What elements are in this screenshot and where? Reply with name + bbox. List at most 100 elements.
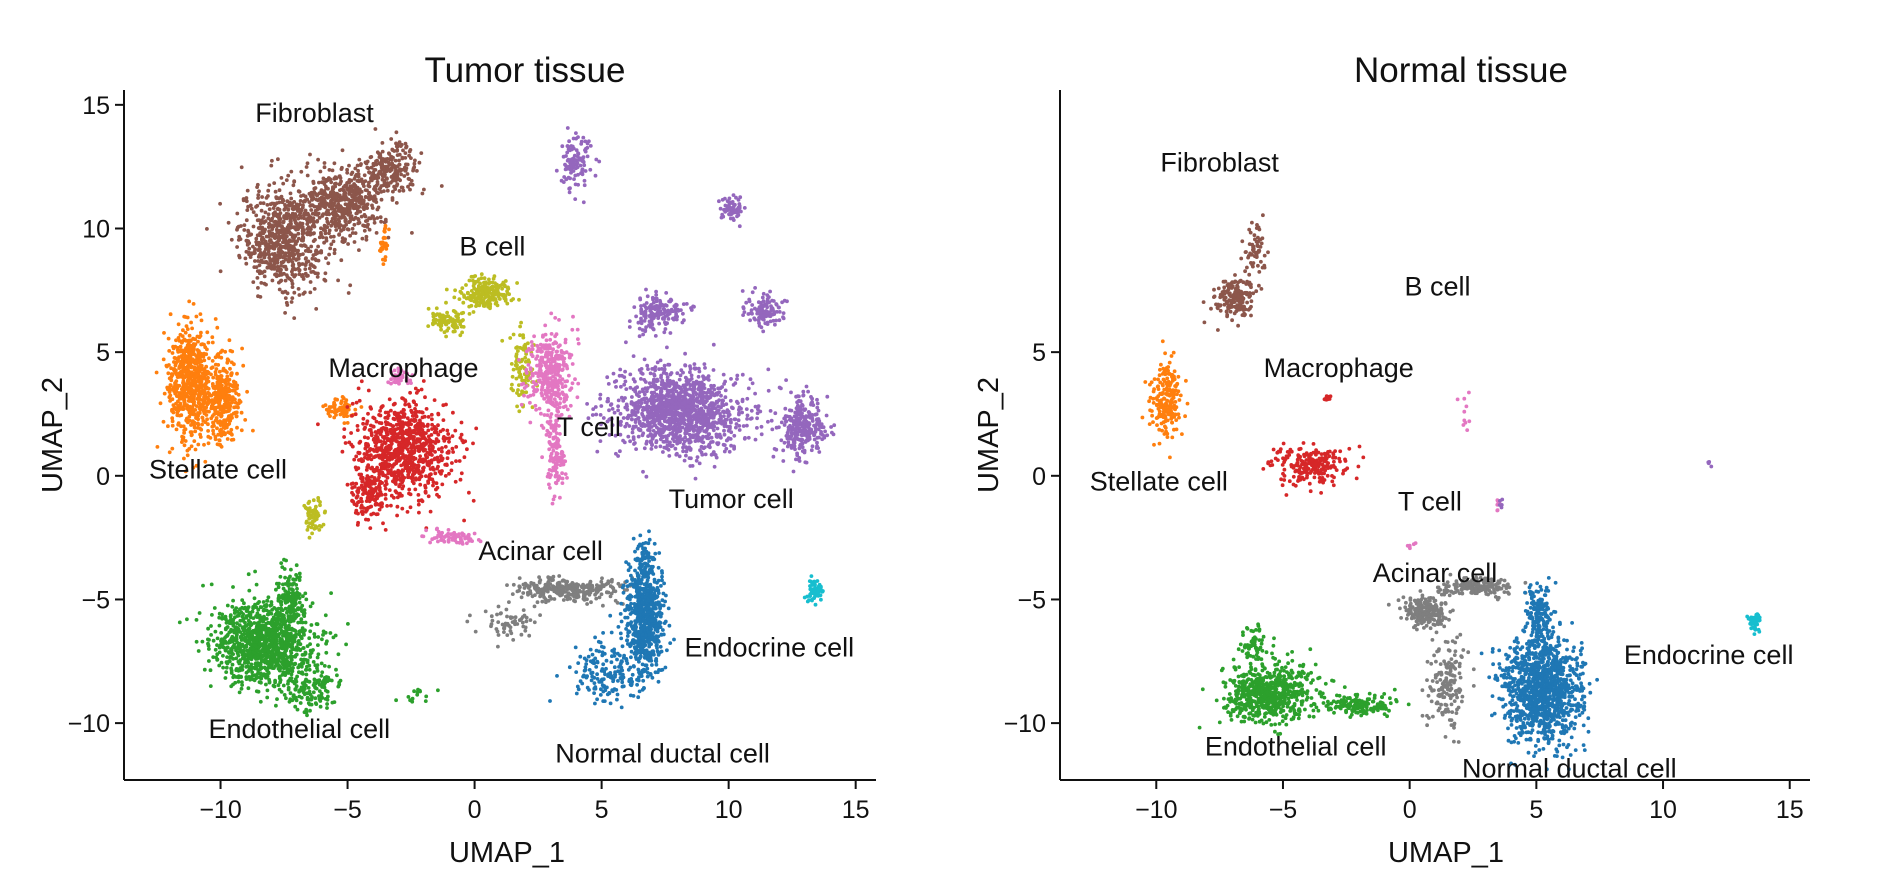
point-macrophage bbox=[449, 468, 454, 473]
point-t-cell bbox=[551, 497, 556, 502]
point-macrophage bbox=[410, 435, 415, 439]
point-fibroblast bbox=[319, 230, 323, 235]
point-macrophage bbox=[379, 455, 383, 460]
point-fibroblast bbox=[266, 234, 271, 239]
point-b-cell bbox=[457, 297, 462, 301]
point-t-cell bbox=[564, 364, 569, 369]
point-fibroblast bbox=[276, 266, 281, 270]
point-stellate-cell bbox=[215, 426, 219, 431]
point-fibroblast bbox=[290, 211, 295, 216]
x-tick-label: 10 bbox=[715, 796, 743, 824]
point-macrophage bbox=[431, 467, 436, 472]
point-fibroblast bbox=[357, 248, 361, 253]
point-macrophage bbox=[387, 438, 392, 442]
point-t-cell bbox=[549, 311, 554, 316]
point-fibroblast bbox=[283, 296, 288, 300]
point-t-cell bbox=[552, 359, 557, 364]
point-fibroblast bbox=[286, 173, 291, 178]
point-stellate-cell bbox=[188, 381, 192, 386]
point-fibroblast bbox=[322, 196, 326, 201]
point-stellate-cell bbox=[383, 236, 388, 240]
point-macrophage bbox=[430, 439, 435, 444]
point-macrophage bbox=[387, 397, 392, 402]
point-macrophage bbox=[416, 421, 420, 426]
point-macrophage bbox=[356, 511, 360, 516]
point-b-cell bbox=[453, 288, 457, 293]
point-b-cell bbox=[523, 345, 528, 350]
point-t-cell bbox=[452, 534, 457, 539]
point-stellate-cell bbox=[220, 348, 225, 353]
point-stellate-cell bbox=[170, 373, 175, 378]
point-macrophage bbox=[378, 413, 383, 418]
point-macrophage bbox=[429, 412, 434, 417]
point-macrophage bbox=[428, 509, 433, 514]
point-fibroblast bbox=[348, 233, 352, 238]
point-stellate-cell bbox=[343, 400, 348, 405]
point-stellate-cell bbox=[380, 245, 385, 250]
point-fibroblast bbox=[417, 160, 422, 165]
point-macrophage bbox=[406, 402, 411, 407]
point-fibroblast bbox=[374, 162, 379, 167]
point-fibroblast bbox=[242, 223, 247, 228]
point-stellate-cell bbox=[213, 396, 218, 401]
point-fibroblast bbox=[367, 170, 372, 175]
point-stellate-cell bbox=[162, 331, 166, 335]
point-stellate-cell bbox=[167, 363, 171, 367]
point-fibroblast bbox=[357, 157, 362, 162]
point-stellate-cell bbox=[187, 391, 192, 396]
point-macrophage bbox=[381, 521, 385, 526]
point-stellate-cell bbox=[209, 404, 214, 408]
point-b-cell bbox=[503, 297, 508, 302]
point-fibroblast bbox=[281, 219, 286, 224]
point-macrophage bbox=[386, 451, 391, 456]
point-macrophage bbox=[407, 419, 412, 424]
point-b-cell bbox=[480, 291, 485, 296]
point-stellate-cell bbox=[216, 395, 221, 399]
point-fibroblast bbox=[308, 232, 313, 237]
point-stellate-cell bbox=[222, 418, 227, 423]
point-t-cell bbox=[576, 381, 581, 386]
point-macrophage bbox=[390, 435, 394, 440]
point-stellate-cell bbox=[187, 414, 192, 419]
point-fibroblast bbox=[395, 153, 400, 158]
point-fibroblast bbox=[332, 161, 337, 166]
point-t-cell bbox=[576, 341, 581, 346]
point-fibroblast bbox=[363, 160, 368, 165]
point-fibroblast bbox=[272, 254, 277, 259]
point-fibroblast bbox=[292, 236, 296, 241]
point-t-cell bbox=[559, 349, 564, 353]
point-b-cell bbox=[439, 317, 443, 322]
point-b-cell bbox=[426, 306, 431, 311]
point-stellate-cell bbox=[210, 424, 215, 429]
point-b-cell bbox=[431, 311, 435, 316]
point-fibroblast bbox=[300, 262, 305, 266]
point-macrophage bbox=[392, 455, 397, 460]
point-t-cell bbox=[549, 412, 554, 416]
point-fibroblast bbox=[419, 151, 424, 156]
point-fibroblast bbox=[274, 196, 279, 201]
point-macrophage bbox=[378, 479, 383, 484]
point-stellate-cell bbox=[232, 385, 237, 389]
point-fibroblast bbox=[330, 216, 335, 221]
point-macrophage bbox=[375, 446, 380, 451]
point-fibroblast bbox=[300, 243, 305, 248]
point-fibroblast bbox=[258, 201, 263, 206]
point-macrophage bbox=[413, 456, 418, 461]
point-b-cell bbox=[469, 274, 474, 279]
point-stellate-cell bbox=[201, 419, 206, 423]
point-fibroblast bbox=[374, 200, 379, 205]
point-fibroblast bbox=[235, 245, 240, 249]
point-b-cell bbox=[452, 295, 457, 300]
point-macrophage bbox=[407, 491, 411, 496]
point-fibroblast bbox=[337, 222, 342, 227]
point-stellate-cell bbox=[211, 428, 216, 433]
point-fibroblast bbox=[369, 165, 374, 170]
point-fibroblast bbox=[350, 231, 355, 235]
point-b-cell bbox=[318, 500, 322, 504]
point-fibroblast bbox=[287, 276, 291, 281]
point-t-cell bbox=[540, 393, 545, 398]
point-tumor-cell bbox=[740, 372, 745, 377]
point-fibroblast bbox=[305, 173, 310, 178]
point-stellate-cell bbox=[343, 409, 348, 414]
point-macrophage bbox=[396, 432, 401, 436]
